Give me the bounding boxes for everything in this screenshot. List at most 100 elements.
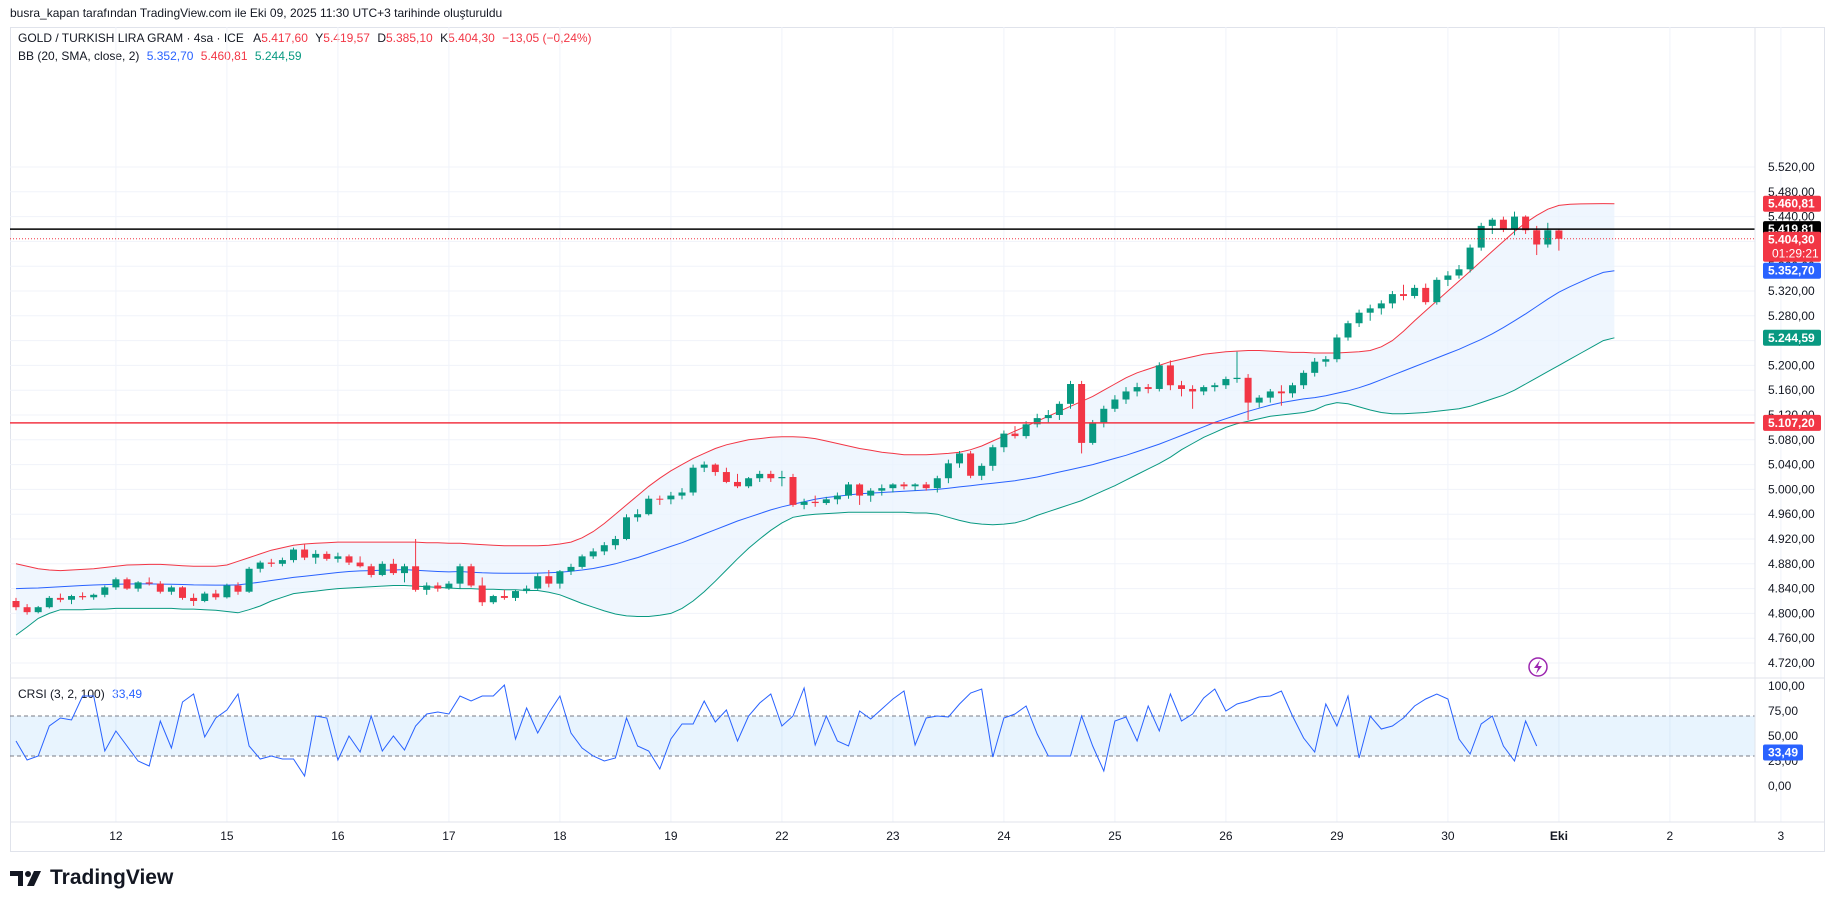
price-tick-label: 5.440,00 <box>1768 210 1815 224</box>
candle <box>600 542 608 556</box>
price-chart[interactable]: 5.520,005.480,005.440,005.400,005.360,00… <box>0 0 1835 860</box>
bb-lower-tag: 5.244,59 <box>1763 329 1821 346</box>
candle-body <box>1122 391 1130 400</box>
candle-body <box>600 545 608 552</box>
time-tick-label: 26 <box>1219 829 1233 843</box>
candle-body <box>889 484 897 489</box>
candle-body <box>378 563 386 575</box>
candle <box>1100 405 1108 428</box>
candle <box>1277 385 1285 406</box>
candle <box>23 604 31 615</box>
candle-body <box>1333 337 1341 360</box>
candle-body <box>212 593 220 598</box>
candle-body <box>256 562 264 569</box>
candle <box>12 597 20 611</box>
bb-title[interactable]: BB (20, SMA, close, 2) <box>18 49 140 63</box>
crsi-band-fill <box>10 716 1755 756</box>
candle <box>556 570 564 589</box>
candle <box>467 563 475 588</box>
candle <box>190 593 198 606</box>
candle-body <box>500 596 508 598</box>
crsi-value: 33,49 <box>112 687 143 701</box>
bb-lower-tag-text: 5.244,59 <box>1768 331 1815 345</box>
candle-body <box>345 556 353 563</box>
candle <box>845 481 852 499</box>
candle-body <box>967 453 975 476</box>
candle <box>201 591 209 603</box>
candle-body <box>556 571 564 584</box>
candle <box>656 495 664 505</box>
candle-body <box>778 477 786 479</box>
candle <box>1011 426 1019 439</box>
candle <box>1178 380 1185 397</box>
candle-body <box>456 566 464 584</box>
time-tick-label: 24 <box>997 829 1011 843</box>
candle-body <box>1189 388 1197 392</box>
candle <box>1067 380 1074 409</box>
candle-body <box>179 587 186 598</box>
candle <box>833 492 841 505</box>
candle <box>678 488 686 500</box>
candle-body <box>389 563 397 574</box>
candle <box>1155 362 1163 392</box>
candle <box>90 593 98 600</box>
bb-basis-tag: 5.352,70 <box>1763 262 1821 279</box>
lightning-icon[interactable] <box>1528 657 1548 677</box>
price-tick-label: 5.080,00 <box>1768 433 1815 447</box>
candle <box>1366 304 1374 321</box>
candle <box>1511 211 1518 236</box>
candle <box>267 558 275 567</box>
candle <box>290 547 297 563</box>
candle-body <box>1222 379 1230 386</box>
candle <box>867 488 875 502</box>
candle-body <box>234 585 242 592</box>
time-tick-label: Eki <box>1550 829 1568 843</box>
candle <box>623 514 630 541</box>
candle <box>711 463 719 476</box>
candle <box>756 470 764 482</box>
symbol-title[interactable]: GOLD / TURKISH LIRA GRAM · 4sa · ICE <box>18 31 244 45</box>
candle-body <box>978 465 986 476</box>
price-tick-label: 5.520,00 <box>1768 160 1815 174</box>
candle <box>1022 421 1030 439</box>
candle-body <box>1444 275 1452 280</box>
candle-body <box>1533 230 1541 245</box>
candle <box>1466 244 1474 273</box>
candle <box>389 558 397 575</box>
candle <box>1133 382 1141 397</box>
candle-body <box>1466 247 1474 270</box>
time-tick-label: 23 <box>886 829 900 843</box>
candle-body <box>911 484 919 487</box>
high-value: 5.419,57 <box>323 31 370 45</box>
bb-legend: BB (20, SMA, close, 2) 5.352,70 5.460,81… <box>18 49 302 63</box>
candle <box>167 585 175 595</box>
candle <box>1411 284 1419 299</box>
candle <box>1044 410 1052 423</box>
tradingview-logo[interactable]: TradingView <box>10 866 173 890</box>
candle <box>1355 309 1363 327</box>
open-value: 5.417,60 <box>261 31 308 45</box>
candle <box>500 589 508 600</box>
candle-body <box>1289 385 1296 394</box>
candle <box>1078 380 1086 454</box>
candle <box>112 577 120 590</box>
crsi-title[interactable]: CRSI (3, 2, 100) <box>18 687 105 701</box>
candle-body <box>267 562 275 564</box>
candle-body <box>367 566 375 575</box>
candle <box>145 577 153 586</box>
candle <box>778 470 786 487</box>
crsi-tick-label: 50,00 <box>1768 729 1798 743</box>
candle-body <box>1499 219 1507 229</box>
candle-body <box>856 484 864 496</box>
candle-body <box>423 585 431 590</box>
candle <box>1166 360 1174 391</box>
tradingview-logo-icon <box>10 868 44 888</box>
candle-body <box>1166 365 1174 386</box>
candle-body <box>434 585 442 589</box>
candle-body <box>767 473 775 479</box>
price-tick-label: 5.040,00 <box>1768 458 1815 472</box>
candle <box>256 560 264 573</box>
crsi-value-tag-text: 33,49 <box>1768 746 1798 760</box>
bb-upper-value: 5.460,81 <box>200 49 248 63</box>
